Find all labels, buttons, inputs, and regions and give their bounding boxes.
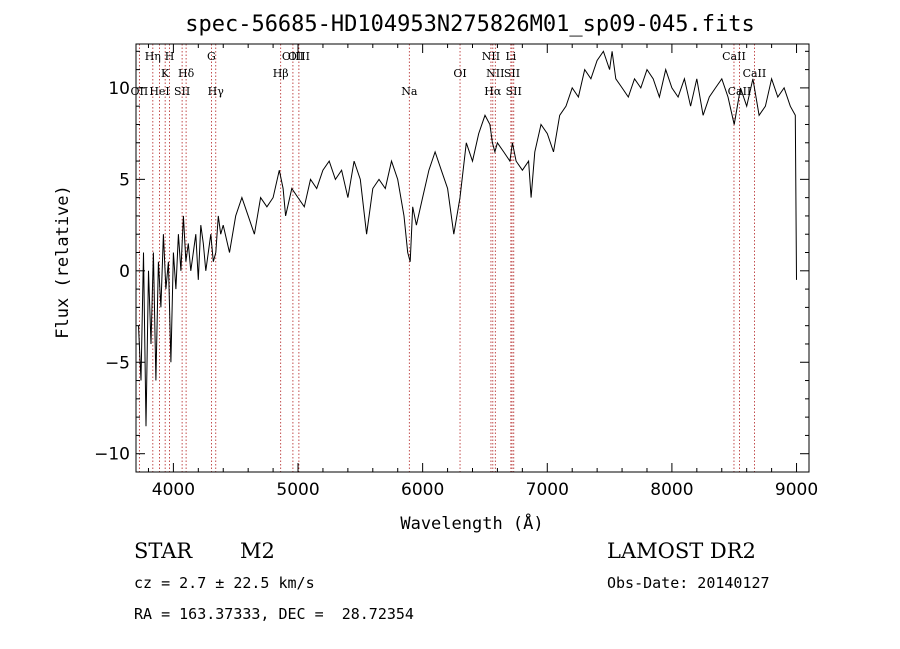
axes: 4000 5000 6000 7000 8000 9000 −10 −5 0 5 10: [94, 43, 818, 500]
spectral-line-label: G: [207, 50, 216, 63]
spectrum-line: [138, 50, 797, 427]
y-tick-label: −10: [94, 445, 130, 465]
spectrum-series: [138, 50, 797, 427]
y-tick-label: 5: [119, 170, 130, 190]
spectral-line-label: SII: [504, 67, 520, 80]
spectral-line-label: K: [161, 67, 170, 80]
spectral-line-label: OI: [453, 67, 466, 80]
x-tick-label: 5000: [276, 480, 319, 500]
spectral-line-label: OIII: [282, 50, 304, 63]
y-axis-label: Flux (relative): [53, 185, 73, 339]
spectral-line-label: Hβ: [273, 67, 289, 80]
spectral-line-label: Hδ: [178, 67, 195, 80]
spectral-line-label: SII: [174, 85, 190, 98]
spectral-line-label: Li: [505, 50, 516, 63]
spectral-line-label: HeI: [149, 85, 169, 98]
x-tick-label: 4000: [152, 480, 195, 500]
x-tick-label: 6000: [401, 480, 444, 500]
y-tick-label: 10: [108, 79, 130, 99]
object-class: STAR: [134, 539, 193, 563]
redshift-velocity: cz = 2.7 ± 22.5 km/s: [134, 574, 315, 592]
x-tick-label: 8000: [650, 480, 693, 500]
spectral-line-label: SII: [506, 85, 522, 98]
spectral-line-label: NII: [482, 50, 500, 63]
survey-name: LAMOST DR2: [607, 539, 756, 563]
x-tick-label: 7000: [526, 480, 569, 500]
spectral-line-label: NII: [486, 67, 504, 80]
observation-date: Obs-Date: 20140127: [607, 574, 770, 592]
x-axis-label: Wavelength (Å): [400, 512, 543, 534]
plot-frame: [135, 43, 810, 473]
object-subclass: M2: [240, 539, 275, 563]
coordinates: RA = 163.37333, DEC = 28.72354: [134, 605, 414, 623]
x-tick-label: 9000: [775, 480, 818, 500]
spectral-line-label: CaII: [743, 67, 767, 80]
spectral-line-label: OII: [131, 85, 149, 98]
spectral-line-markers: [138, 44, 755, 472]
spectral-line-label: Na: [401, 85, 418, 98]
y-tick-label: −5: [105, 353, 130, 373]
spectral-line-label: Hη: [145, 50, 161, 63]
y-tick-label: 0: [119, 262, 130, 282]
spectral-line-label: H: [165, 50, 175, 63]
spectral-line-label: Hγ: [208, 85, 225, 98]
spectral-line-label: Hα: [484, 85, 502, 98]
spectral-line-label: CaII: [722, 50, 746, 63]
chart-title: spec-56685-HD104953N275826M01_sp09-045.f…: [185, 12, 755, 37]
spectral-line-label: OIII: [288, 50, 310, 63]
